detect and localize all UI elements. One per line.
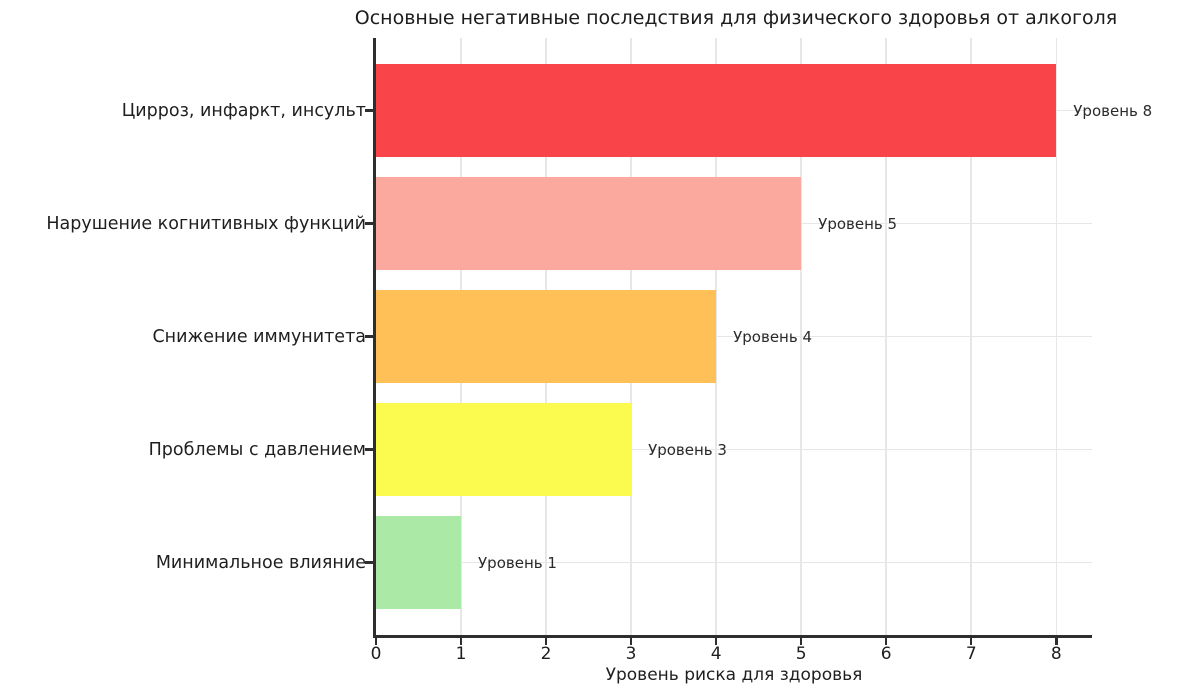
bar bbox=[376, 177, 802, 270]
x-tick-label: 0 bbox=[370, 644, 382, 664]
x-axis-tick bbox=[969, 638, 973, 645]
x-axis-tick bbox=[799, 638, 803, 645]
y-axis-tick bbox=[365, 561, 374, 564]
x-tick-label: 4 bbox=[710, 644, 722, 664]
y-axis-line bbox=[373, 38, 376, 638]
x-tick-label: 2 bbox=[540, 644, 552, 664]
x-tick-label: 6 bbox=[880, 644, 892, 664]
category-label: Минимальное влияние bbox=[155, 552, 366, 573]
y-axis-tick bbox=[365, 335, 374, 338]
category-label: Снижение иммунитета bbox=[152, 326, 366, 347]
x-axis-tick bbox=[1055, 638, 1058, 645]
y-axis-tick bbox=[365, 109, 374, 112]
x-tick-label: 7 bbox=[965, 644, 977, 664]
x-tick-label: 8 bbox=[1050, 644, 1062, 664]
x-tick-label: 1 bbox=[455, 644, 467, 664]
x-axis-tick bbox=[544, 638, 548, 645]
x-axis-tick bbox=[714, 638, 718, 645]
bar-value-label: Уровень 4 bbox=[733, 327, 813, 346]
x-axis-tick bbox=[629, 638, 633, 645]
bar bbox=[376, 516, 462, 609]
plot-area: Уровень 8 Уровень 5 Уровень 4 Уровень 3 Уров… bbox=[376, 38, 1152, 635]
bar-value-label: Уровень 8 bbox=[1073, 101, 1153, 120]
y-axis-tick bbox=[365, 448, 374, 451]
bar-value-label: Уровень 5 bbox=[818, 214, 898, 233]
gridline-horizontal bbox=[376, 335, 1092, 338]
y-axis-tick bbox=[365, 222, 374, 225]
chart-title: Основные негативные последствия для физи… bbox=[354, 7, 1118, 29]
category-label: Проблемы с давлением bbox=[148, 439, 366, 460]
x-axis-tick bbox=[459, 638, 463, 645]
category-label: Нарушение когнитивных функций bbox=[46, 213, 366, 234]
bar bbox=[376, 64, 1057, 157]
bar-value-label: Уровень 3 bbox=[648, 440, 727, 459]
gridline-horizontal bbox=[376, 561, 1092, 564]
bar-value-label: Уровень 1 bbox=[478, 553, 557, 572]
category-label: Цирроз, инфаркт, инсульт bbox=[121, 100, 366, 121]
x-axis-label: Уровень риска для здоровья bbox=[605, 665, 863, 685]
bar bbox=[376, 403, 632, 496]
gridline-horizontal bbox=[376, 448, 1092, 451]
x-axis-tick bbox=[374, 638, 378, 645]
x-tick-label: 5 bbox=[795, 644, 807, 664]
x-axis-line bbox=[373, 635, 1092, 638]
x-axis-tick bbox=[884, 638, 888, 645]
x-tick-label: 3 bbox=[625, 644, 637, 664]
bar bbox=[376, 290, 717, 383]
